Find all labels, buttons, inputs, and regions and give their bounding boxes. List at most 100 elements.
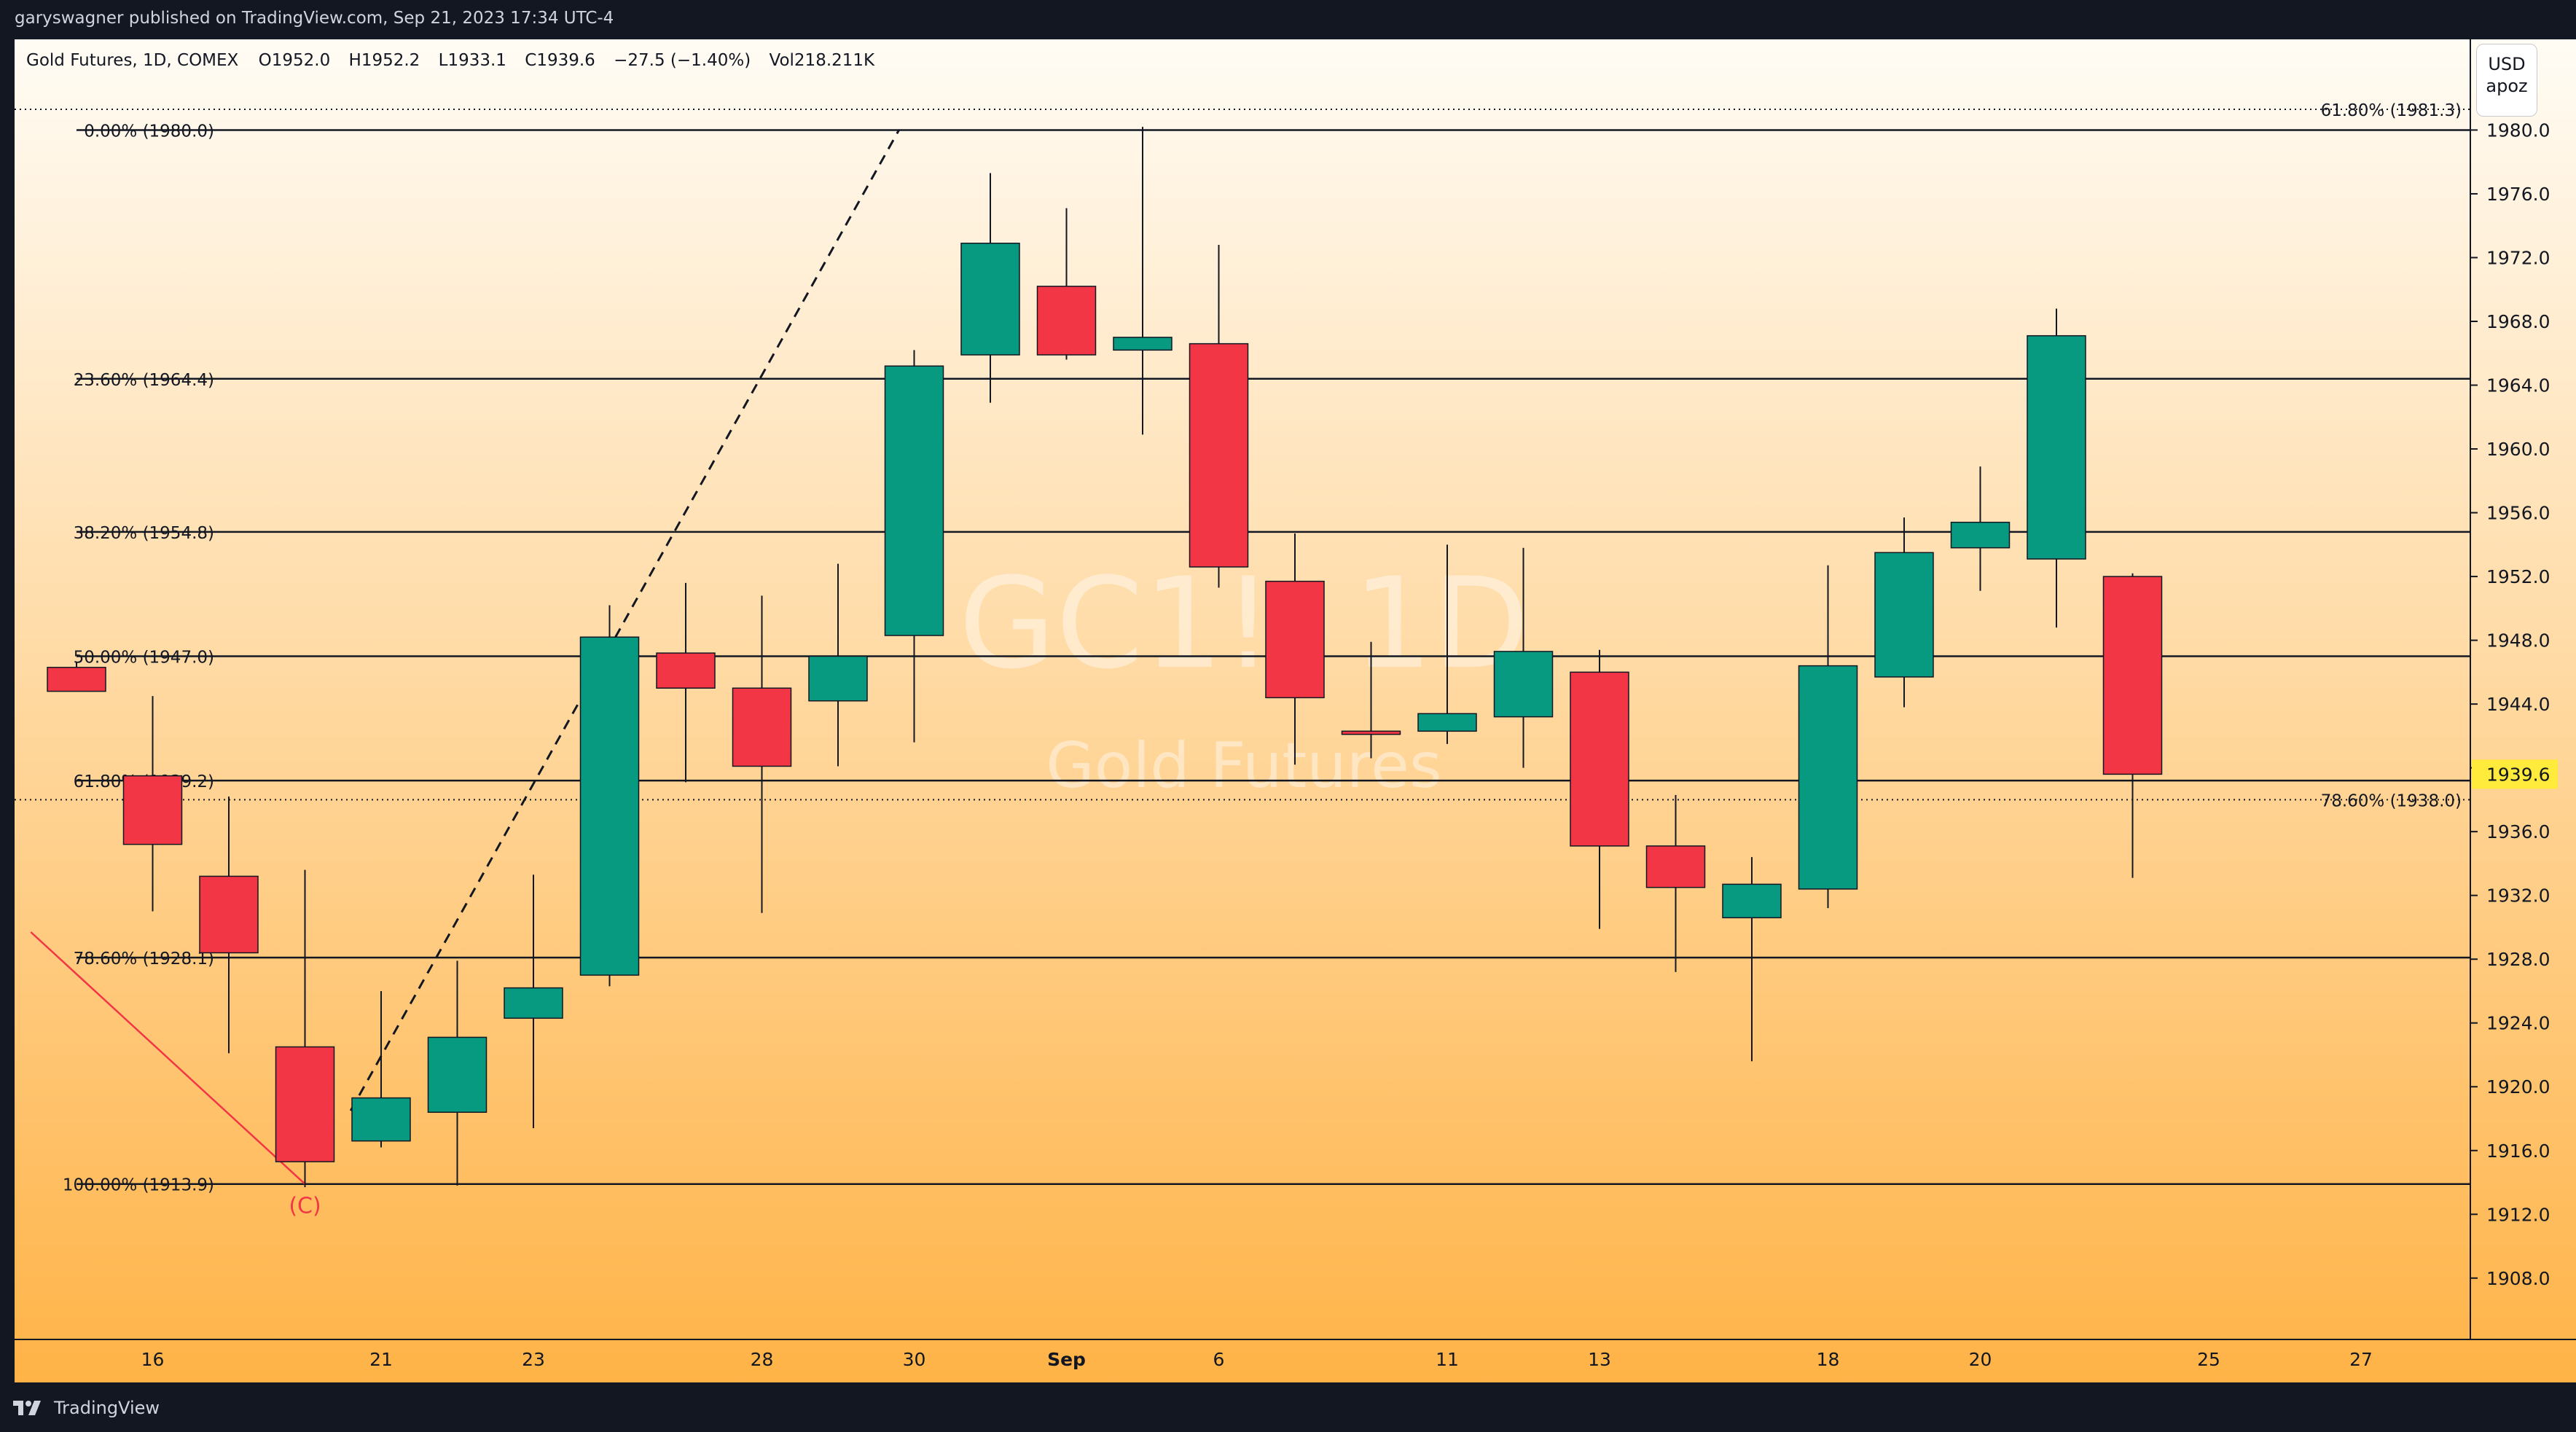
candles [47, 127, 2163, 1188]
candle-down[interactable] [122, 696, 183, 912]
time-tick-label: 25 [2197, 1349, 2220, 1370]
candle-down[interactable] [656, 582, 716, 783]
fib-level-label: 38.20% (1954.8) [74, 524, 214, 543]
candle-up[interactable] [960, 173, 1020, 403]
fib-extension-label: 61.80% (1981.3) [2321, 101, 2462, 120]
candle-body [1798, 665, 1858, 890]
candle-up[interactable] [884, 350, 944, 743]
legend-close-label: C [525, 51, 536, 70]
candle-down[interactable] [1189, 244, 1249, 588]
candle-up[interactable] [1417, 544, 1477, 744]
time-axis[interactable]: 16 21 23 28 30 Sep 6 11 13 18 20 25 27 [141, 1349, 2373, 1370]
candle-body [1341, 730, 1401, 735]
candle-down[interactable] [1570, 649, 1629, 929]
scale-label: apoz [2486, 76, 2528, 96]
candle-up[interactable] [1113, 127, 1172, 435]
fib-level-label: 0.00% (1980.0) [84, 122, 214, 141]
time-tick-label: Sep [1047, 1349, 1086, 1370]
legend-change: −27.5 (−1.40%) [614, 51, 751, 70]
brand-label: TradingView [54, 1398, 160, 1418]
candle-up[interactable] [1798, 565, 1858, 909]
candle-down[interactable] [275, 869, 335, 1188]
candle-body [1645, 845, 1706, 888]
tradingview-brand[interactable]: TradingView [13, 1398, 160, 1418]
candle-body [1493, 651, 1554, 718]
legend-low-label: L [439, 51, 448, 70]
time-tick-label: 18 [1817, 1349, 1840, 1370]
candle-body [504, 987, 563, 1019]
candle-up[interactable] [427, 960, 488, 1186]
candle-up[interactable] [1950, 466, 2011, 591]
ohlc-legend: Gold Futures, 1D, COMEX O1952.0 H1952.2 … [26, 51, 875, 70]
price-tick-label: 1952.0 [2486, 566, 2550, 587]
candle-body [122, 775, 183, 845]
candle-body [2027, 334, 2086, 560]
candle-up[interactable] [2027, 308, 2086, 628]
candle-body [1417, 713, 1477, 732]
candle-up[interactable] [808, 563, 868, 767]
last-price-badge [2472, 759, 2558, 789]
legend-open-label: O [259, 51, 272, 70]
candle-down[interactable] [1265, 533, 1325, 765]
candle-down[interactable] [732, 595, 792, 913]
price-tick-label: 1948.0 [2486, 630, 2550, 652]
price-tick-label: 1932.0 [2486, 885, 2550, 907]
candle-down[interactable] [1341, 641, 1401, 759]
publisher-bar: garyswagner published on TradingView.com… [0, 0, 2576, 39]
footer-bar [0, 1382, 2576, 1432]
candle-body [808, 655, 868, 702]
currency-label: USD [2488, 54, 2526, 74]
last-price-label: 1939.6 [2486, 764, 2550, 785]
candle-down[interactable] [1036, 208, 1097, 360]
fib-level-label: 50.00% (1947.0) [74, 648, 214, 667]
price-axis[interactable]: 1908.0 1912.0 1916.0 1920.0 1924.0 1928.0 1932… [2470, 120, 2558, 1289]
fib-level-label: 78.60% (1928.1) [74, 950, 214, 969]
candle-down[interactable] [2102, 573, 2163, 878]
legend-volume: 218.211K [794, 51, 875, 70]
legend-high-label: H [349, 51, 361, 70]
candle-body [732, 687, 792, 767]
time-tick-label: 13 [1588, 1349, 1611, 1370]
time-tick-label: 6 [1213, 1349, 1225, 1370]
candle-up[interactable] [1493, 547, 1554, 768]
legend-close: 1939.6 [536, 51, 595, 70]
candle-body [1265, 580, 1325, 699]
time-tick-label: 23 [522, 1349, 545, 1370]
price-tick-label: 1960.0 [2486, 439, 2550, 460]
time-tick-label: 27 [2349, 1349, 2373, 1370]
candle-up[interactable] [351, 990, 411, 1148]
legend-volume-label: Vol [770, 51, 794, 70]
price-tick-label: 1964.0 [2486, 375, 2550, 396]
fib-level-label: 100.00% (1913.9) [63, 1176, 214, 1195]
fib-trend-line [349, 129, 900, 1111]
candle-down[interactable] [47, 662, 106, 692]
candle-up[interactable] [504, 875, 563, 1129]
candle-up[interactable] [1722, 857, 1782, 1062]
candle-body [884, 365, 944, 636]
candle-up[interactable] [579, 605, 640, 987]
candle-body [579, 636, 640, 976]
price-tick-label: 1936.0 [2486, 821, 2550, 842]
time-tick-label: 28 [751, 1349, 774, 1370]
candle-body [1874, 552, 1934, 678]
candle-body [1950, 521, 2011, 549]
publisher-line: garyswagner published on TradingView.com… [15, 9, 614, 28]
candle-body [1113, 337, 1172, 351]
candle-body [656, 652, 716, 689]
candle-down[interactable] [199, 797, 259, 1054]
candle-body [1036, 286, 1097, 356]
legend-high: 1952.2 [361, 51, 420, 70]
price-tick-label: 1972.0 [2486, 247, 2550, 268]
candle-up[interactable] [1874, 517, 1934, 708]
candle-down[interactable] [1645, 794, 1706, 972]
price-tick-label: 1908.0 [2486, 1268, 2550, 1289]
price-tick-label: 1920.0 [2486, 1076, 2550, 1098]
plot-background [15, 39, 2470, 1382]
price-axis-background [2470, 39, 2576, 1382]
tradingview-logo-icon [13, 1401, 41, 1415]
price-tick-label: 1928.0 [2486, 949, 2550, 970]
currency-unit-badge[interactable]: USD apoz [2476, 44, 2537, 117]
price-tick-label: 1924.0 [2486, 1013, 2550, 1034]
candle-body [351, 1097, 411, 1142]
